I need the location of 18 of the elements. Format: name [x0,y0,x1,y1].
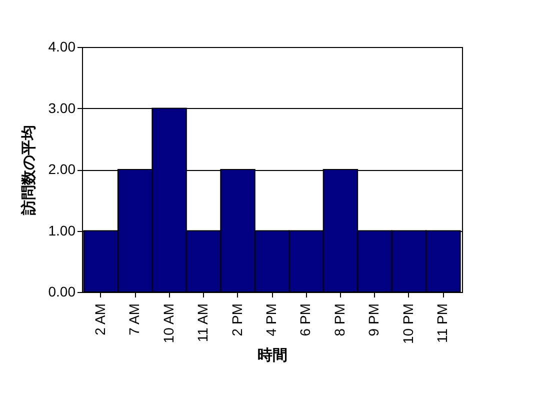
x-axis-title: 時間 [258,346,288,364]
x-tick-label: 11 AM [194,304,211,342]
x-tick-label: 10 PM [400,304,416,344]
x-tick-label: 2 AM [92,304,108,336]
x-tick-label: 10 AM [160,304,176,344]
x-tick-label: 6 PM [297,304,314,336]
y-tick-label: 2.00 [48,161,76,177]
x-tick-label: 4 PM [263,304,279,336]
y-axis-title: 訪問数の平均 [19,125,38,216]
y-tick-label: 0.00 [48,284,76,300]
y-tick-label: 1.00 [48,222,76,238]
x-tick-label: 8 PM [331,304,348,336]
x-tick-label: 2 PM [228,304,245,336]
x-tick-label: 11 PM [434,304,450,343]
y-tick-label: 3.00 [48,100,76,116]
x-tick-label: 9 PM [366,304,382,336]
x-tick-label: 7 AM [126,304,142,336]
y-tick-label: 4.00 [48,38,76,54]
